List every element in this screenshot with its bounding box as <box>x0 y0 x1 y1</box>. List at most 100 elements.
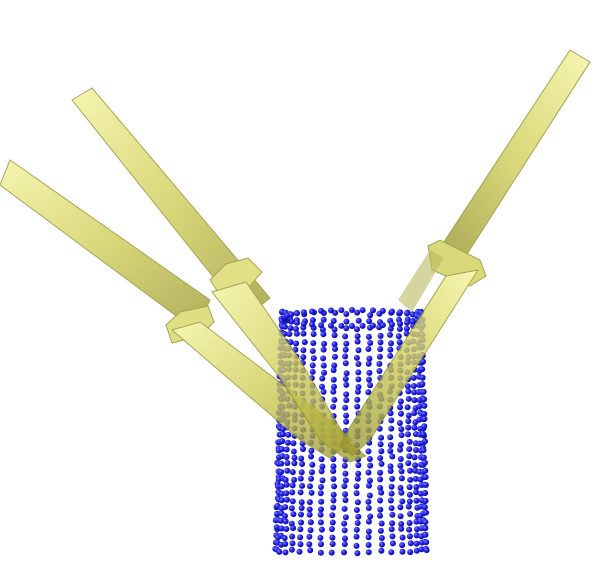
point <box>378 547 385 554</box>
point <box>307 483 313 490</box>
point <box>355 361 362 367</box>
point <box>309 308 315 315</box>
point <box>307 547 314 554</box>
point <box>387 497 394 504</box>
point <box>338 322 345 329</box>
point <box>341 483 348 490</box>
point <box>300 354 307 361</box>
point <box>317 519 324 526</box>
point <box>306 511 313 518</box>
point <box>387 442 394 448</box>
point <box>397 309 404 316</box>
point <box>343 340 350 347</box>
point <box>419 374 426 381</box>
point <box>308 447 315 454</box>
point <box>377 441 384 448</box>
point <box>321 369 328 376</box>
point <box>365 542 372 548</box>
point <box>355 369 362 376</box>
point <box>405 388 412 395</box>
point <box>398 475 405 482</box>
point <box>398 468 405 475</box>
point <box>353 542 360 549</box>
point <box>320 355 327 362</box>
point <box>388 340 394 347</box>
point <box>406 491 413 498</box>
point <box>413 540 420 547</box>
point <box>406 533 413 540</box>
point <box>282 541 289 547</box>
point <box>399 548 406 555</box>
point <box>389 453 396 460</box>
point <box>399 534 406 541</box>
point <box>378 535 385 541</box>
point <box>419 381 426 387</box>
point <box>330 504 337 511</box>
point <box>397 504 404 511</box>
point <box>420 431 427 438</box>
point <box>387 331 393 338</box>
point <box>397 320 404 327</box>
point <box>308 489 315 496</box>
point <box>349 307 355 313</box>
point <box>319 375 326 382</box>
point <box>317 534 324 541</box>
point <box>406 526 413 533</box>
point <box>354 550 361 557</box>
point <box>342 353 349 360</box>
point <box>331 326 338 333</box>
point <box>309 461 316 468</box>
point <box>353 490 360 497</box>
point <box>319 477 326 484</box>
point <box>330 468 337 475</box>
point <box>328 307 334 314</box>
point <box>290 525 297 532</box>
point <box>414 526 420 533</box>
point <box>377 332 384 339</box>
point <box>294 310 300 317</box>
point <box>342 404 349 411</box>
point <box>329 541 336 547</box>
point <box>395 333 402 340</box>
point <box>338 307 345 314</box>
point <box>320 362 327 369</box>
point <box>342 376 349 382</box>
point <box>419 366 426 373</box>
point <box>330 317 337 324</box>
point <box>399 542 406 549</box>
point <box>407 476 414 483</box>
point <box>365 505 372 511</box>
point <box>290 448 297 455</box>
point <box>398 410 404 417</box>
point <box>376 353 383 360</box>
point <box>387 463 394 470</box>
point <box>288 311 295 318</box>
point <box>387 434 394 441</box>
point <box>379 541 385 548</box>
point <box>308 453 315 460</box>
point <box>406 484 413 491</box>
point <box>343 325 350 332</box>
point <box>343 412 350 419</box>
point <box>406 438 413 445</box>
point <box>377 527 384 534</box>
point <box>423 539 430 546</box>
point <box>407 549 414 556</box>
point <box>318 526 325 533</box>
point <box>422 459 428 466</box>
point <box>310 355 317 362</box>
point <box>343 391 350 398</box>
point <box>289 533 296 540</box>
point <box>289 489 296 496</box>
point <box>416 416 423 423</box>
point <box>413 447 419 453</box>
point <box>300 446 306 452</box>
point <box>365 360 372 367</box>
point <box>420 447 427 454</box>
point <box>341 520 348 527</box>
point <box>359 322 366 329</box>
point <box>318 322 325 329</box>
point <box>331 396 338 403</box>
point <box>354 326 360 333</box>
